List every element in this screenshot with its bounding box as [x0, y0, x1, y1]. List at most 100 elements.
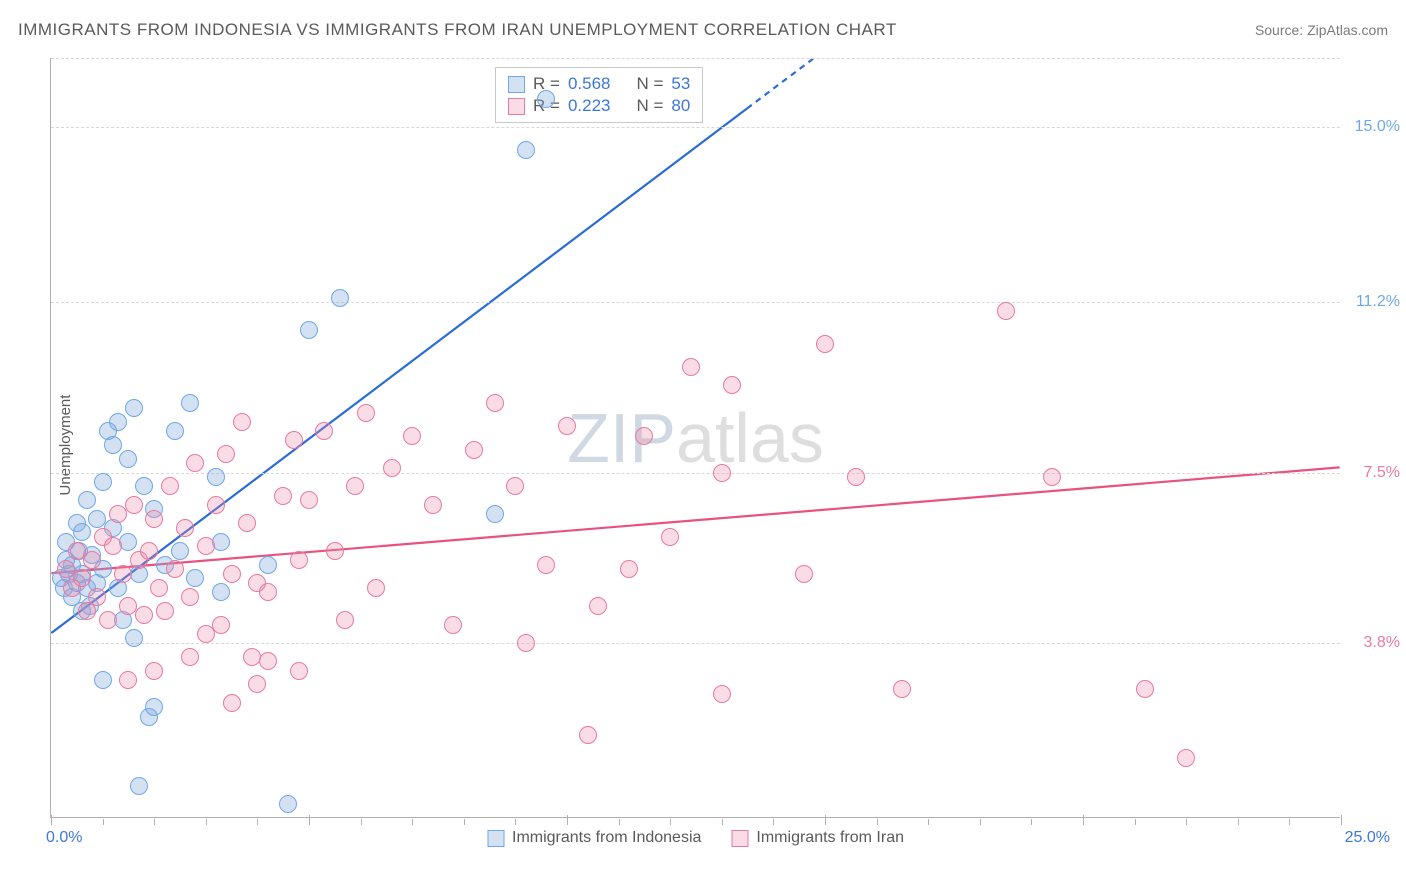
- point-iran: [125, 496, 143, 514]
- point-indonesia: [125, 399, 143, 417]
- point-indonesia: [78, 491, 96, 509]
- grid-line: [51, 473, 1340, 474]
- x-tick: [567, 815, 568, 825]
- point-iran: [186, 454, 204, 472]
- legend-item-indonesia: Immigrants from Indonesia: [487, 829, 701, 847]
- point-iran: [620, 560, 638, 578]
- point-indonesia: [181, 394, 199, 412]
- x-tick: [1031, 819, 1032, 825]
- point-iran: [589, 597, 607, 615]
- plot-area: ZIPatlas R = 0.568 N = 53 R = 0.223 N = …: [50, 58, 1340, 818]
- point-iran: [217, 445, 235, 463]
- point-iran: [285, 431, 303, 449]
- point-iran: [997, 302, 1015, 320]
- chart-title: IMMIGRANTS FROM INDONESIA VS IMMIGRANTS …: [18, 20, 897, 40]
- watermark-zip: ZIP: [567, 399, 676, 477]
- x-tick: [51, 815, 52, 825]
- point-indonesia: [171, 542, 189, 560]
- r-value-indonesia: 0.568: [568, 74, 611, 94]
- x-tick: [1186, 819, 1187, 825]
- point-iran: [223, 565, 241, 583]
- point-iran: [723, 376, 741, 394]
- x-tick: [309, 815, 310, 825]
- point-iran: [847, 468, 865, 486]
- point-iran: [259, 652, 277, 670]
- grid-line: [51, 127, 1340, 128]
- r-value-iran: 0.223: [568, 96, 611, 116]
- point-iran: [88, 588, 106, 606]
- point-indonesia: [119, 533, 137, 551]
- point-iran: [357, 404, 375, 422]
- point-iran: [713, 464, 731, 482]
- legend-label-iran: Immigrants from Iran: [756, 829, 904, 847]
- point-iran: [336, 611, 354, 629]
- series-legend: Immigrants from Indonesia Immigrants fro…: [487, 829, 904, 847]
- point-iran: [207, 496, 225, 514]
- point-iran: [114, 565, 132, 583]
- legend-row-iran: R = 0.223 N = 80: [508, 95, 690, 117]
- swatch-iran-icon: [731, 830, 748, 847]
- chart-container: Unemployment ZIPatlas R = 0.568 N = 53 R…: [50, 50, 1356, 840]
- point-iran: [238, 514, 256, 532]
- point-indonesia: [186, 569, 204, 587]
- point-iran: [1043, 468, 1061, 486]
- point-iran: [99, 611, 117, 629]
- point-iran: [181, 648, 199, 666]
- point-indonesia: [125, 629, 143, 647]
- point-iran: [135, 606, 153, 624]
- point-iran: [383, 459, 401, 477]
- point-iran: [558, 417, 576, 435]
- point-iran: [486, 394, 504, 412]
- n-value-indonesia: 53: [671, 74, 690, 94]
- x-tick: [928, 819, 929, 825]
- point-indonesia: [109, 413, 127, 431]
- point-indonesia: [145, 698, 163, 716]
- x-tick: [412, 819, 413, 825]
- point-indonesia: [212, 583, 230, 601]
- grid-line: [51, 302, 1340, 303]
- point-iran: [424, 496, 442, 514]
- point-iran: [465, 441, 483, 459]
- x-tick: [1289, 819, 1290, 825]
- point-iran: [367, 579, 385, 597]
- point-iran: [682, 358, 700, 376]
- watermark: ZIPatlas: [567, 398, 824, 478]
- point-indonesia: [119, 450, 137, 468]
- point-indonesia: [279, 795, 297, 813]
- x-tick: [103, 819, 104, 825]
- point-iran: [73, 569, 91, 587]
- point-iran: [635, 427, 653, 445]
- point-indonesia: [537, 90, 555, 108]
- point-iran: [537, 556, 555, 574]
- x-tick: [361, 819, 362, 825]
- x-tick: [980, 819, 981, 825]
- x-tick: [1135, 819, 1136, 825]
- y-tick-label: 11.2%: [1345, 293, 1400, 311]
- point-iran: [403, 427, 421, 445]
- point-iran: [1177, 749, 1195, 767]
- y-tick-label: 7.5%: [1345, 464, 1400, 482]
- x-tick: [206, 819, 207, 825]
- x-tick: [619, 819, 620, 825]
- point-iran: [315, 422, 333, 440]
- point-iran: [346, 477, 364, 495]
- point-indonesia: [94, 671, 112, 689]
- point-indonesia: [486, 505, 504, 523]
- swatch-iran: [508, 98, 525, 115]
- point-iran: [145, 510, 163, 528]
- x-tick: [464, 819, 465, 825]
- point-iran: [176, 519, 194, 537]
- point-iran: [326, 542, 344, 560]
- x-tick: [257, 819, 258, 825]
- x-tick: [877, 819, 878, 825]
- y-tick-label: 3.8%: [1345, 634, 1400, 652]
- x-tick: [1083, 815, 1084, 825]
- grid-line: [51, 643, 1340, 644]
- point-indonesia: [73, 523, 91, 541]
- point-iran: [197, 537, 215, 555]
- point-iran: [161, 477, 179, 495]
- point-iran: [181, 588, 199, 606]
- legend-item-iran: Immigrants from Iran: [731, 829, 904, 847]
- point-iran: [145, 662, 163, 680]
- x-axis-max-label: 25.0%: [1345, 829, 1390, 847]
